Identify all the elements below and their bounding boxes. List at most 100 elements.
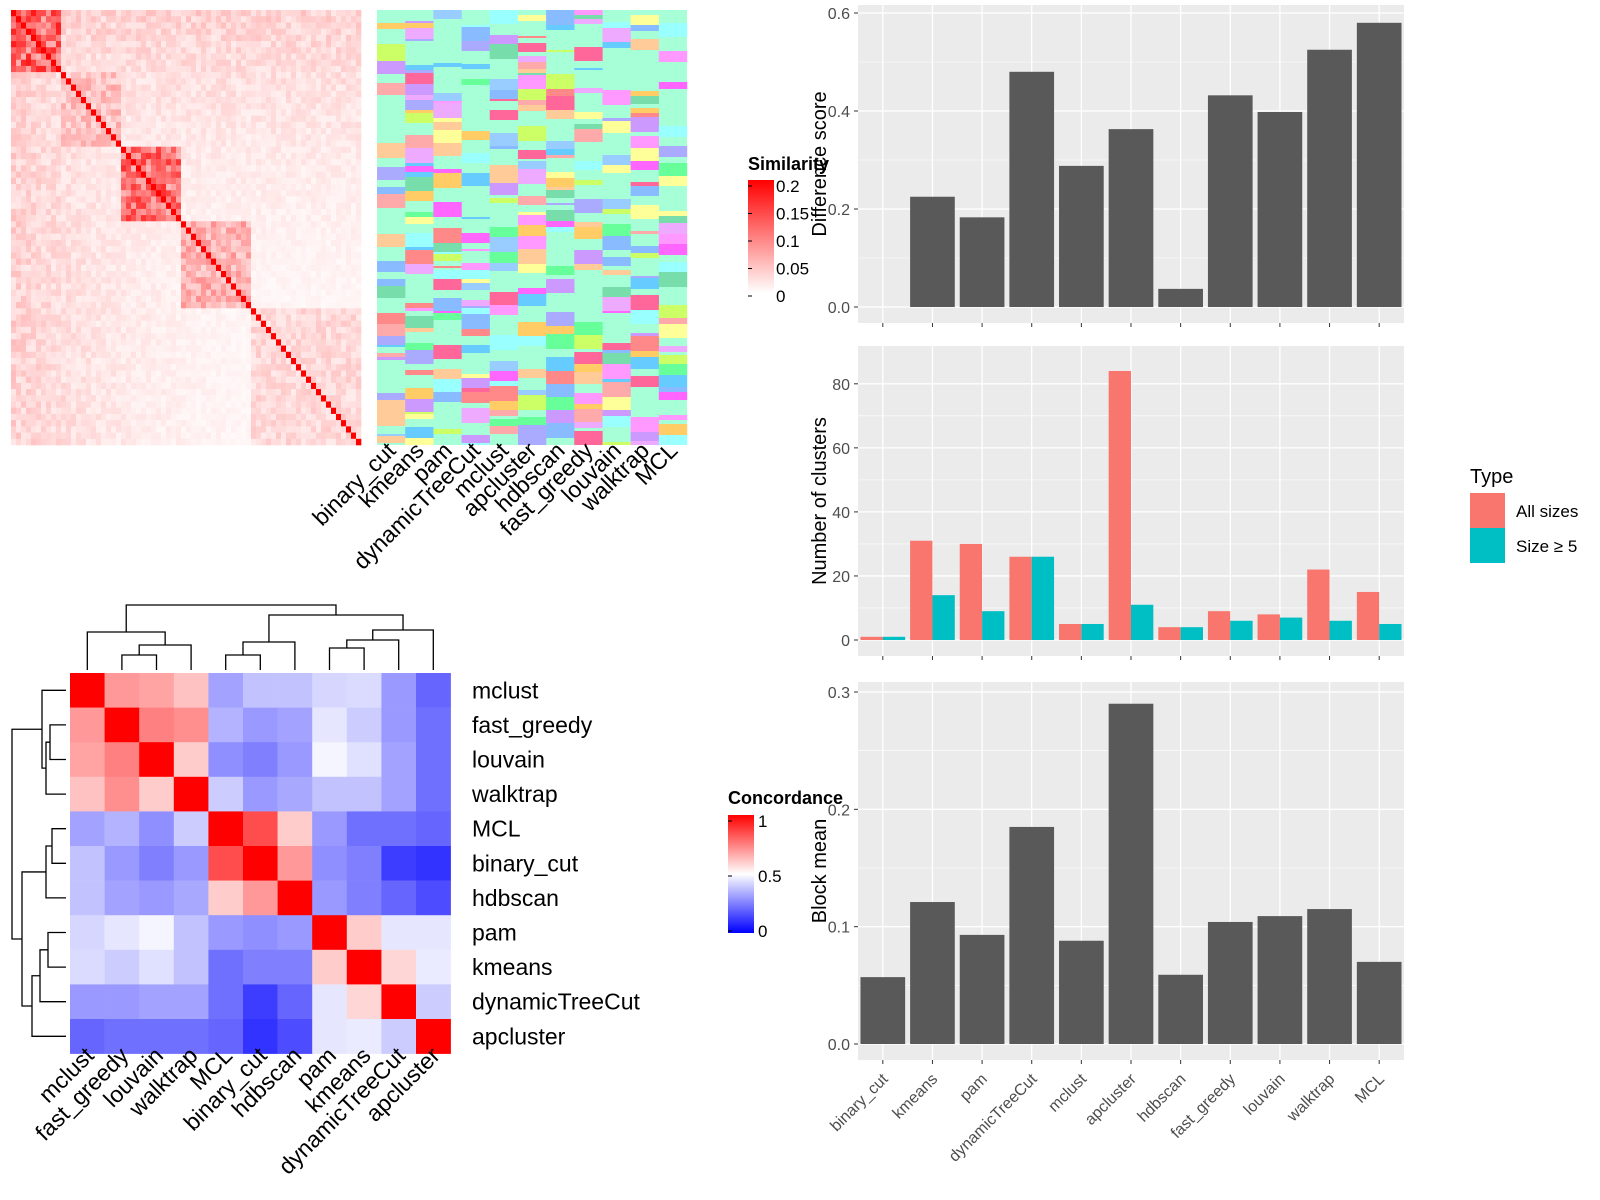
similarity-cell (206, 190, 212, 197)
similarity-cell (226, 134, 232, 141)
similarity-cell (156, 65, 162, 73)
similarity-cell (186, 420, 192, 427)
similarity-cell (86, 146, 92, 154)
similarity-cell (16, 103, 22, 110)
similarity-cell (256, 252, 262, 259)
similarity-cell (291, 358, 297, 365)
similarity-cell (191, 215, 197, 222)
similarity-cell (341, 72, 347, 79)
similarity-cell (41, 376, 47, 384)
similarity-cell (316, 314, 322, 322)
similarity-cell (66, 41, 72, 48)
similarity-cell (326, 413, 332, 421)
similarity-cell (336, 376, 342, 384)
similarity-cell (26, 177, 32, 185)
similarity-cell (311, 22, 317, 29)
similarity-cell (186, 295, 192, 303)
similarity-cell (296, 53, 302, 61)
similarity-cell (16, 84, 22, 92)
similarity-cell (96, 227, 102, 235)
similarity-cell (16, 65, 22, 73)
similarity-cell (26, 109, 32, 116)
similarity-cell (126, 239, 132, 247)
similarity-cell (121, 351, 127, 359)
similarity-cell (56, 271, 62, 278)
similarity-cell (241, 382, 247, 390)
similarity-cell (106, 233, 112, 241)
similarity-cell (231, 208, 237, 216)
similarity-cell (336, 277, 342, 284)
similarity-cell (131, 438, 137, 446)
similarity-cell (321, 72, 327, 79)
similarity-cell (311, 438, 317, 446)
similarity-cell (281, 221, 287, 228)
similarity-cell (216, 326, 222, 334)
similarity-cell (356, 370, 362, 377)
similarity-cell (266, 302, 272, 309)
similarity-cell (336, 333, 342, 340)
similarity-cell (66, 320, 72, 328)
similarity-cell (71, 84, 77, 92)
similarity-cell (336, 302, 342, 309)
similarity-cell (286, 90, 292, 98)
similarity-cell (26, 345, 32, 353)
similarity-cell (206, 59, 212, 67)
similarity-cell (46, 109, 52, 116)
similarity-cell (181, 401, 187, 409)
similarity-cell (341, 320, 347, 328)
similarity-cell (306, 34, 312, 42)
similarity-cell (306, 208, 312, 216)
similarity-cell (46, 78, 52, 85)
similarity-cell (181, 364, 187, 371)
similarity-cell (66, 438, 72, 446)
similarity-cell (311, 420, 317, 427)
similarity-cell (296, 134, 302, 141)
similarity-cell (36, 351, 42, 359)
similarity-cell (81, 10, 87, 17)
similarity-cell (241, 109, 247, 116)
similarity-cell (301, 326, 307, 334)
similarity-cell (281, 28, 287, 36)
assignment-cell (405, 427, 434, 438)
similarity-cell (271, 165, 277, 172)
similarity-cell (331, 401, 337, 409)
similarity-cell (356, 152, 362, 160)
assignment-cell (377, 434, 406, 436)
similarity-cell (66, 258, 72, 266)
similarity-cell (56, 370, 62, 377)
similarity-cell (166, 128, 172, 135)
similarity-cell (326, 47, 332, 54)
similarity-cell (336, 252, 342, 259)
similarity-cell (41, 364, 47, 371)
similarity-cell (111, 47, 117, 54)
similarity-cell (221, 59, 227, 67)
similarity-cell (171, 159, 177, 166)
similarity-cell (21, 184, 27, 191)
similarity-cell (166, 302, 172, 309)
similarity-cell (116, 382, 122, 390)
similarity-cell (261, 295, 267, 303)
similarity-cell (166, 184, 172, 191)
similarity-cell (181, 277, 187, 284)
similarity-cell (246, 271, 252, 278)
similarity-cell (51, 97, 57, 104)
similarity-cell (11, 389, 17, 396)
similarity-cell (356, 432, 362, 440)
similarity-cell (26, 22, 32, 29)
similarity-cell (286, 72, 292, 79)
similarity-cell (116, 152, 122, 160)
similarity-cell (261, 333, 267, 340)
similarity-cell (241, 103, 247, 110)
similarity-cell (211, 246, 217, 253)
similarity-cell (331, 65, 337, 73)
similarity-cell (236, 84, 242, 92)
similarity-cell (221, 382, 227, 390)
similarity-cell (301, 97, 307, 104)
similarity-cell (241, 438, 247, 446)
similarity-cell (261, 382, 267, 390)
similarity-cell (321, 177, 327, 185)
similarity-cell (266, 345, 272, 353)
similarity-cell (196, 146, 202, 154)
similarity-cell (16, 401, 22, 409)
similarity-cell (316, 103, 322, 110)
